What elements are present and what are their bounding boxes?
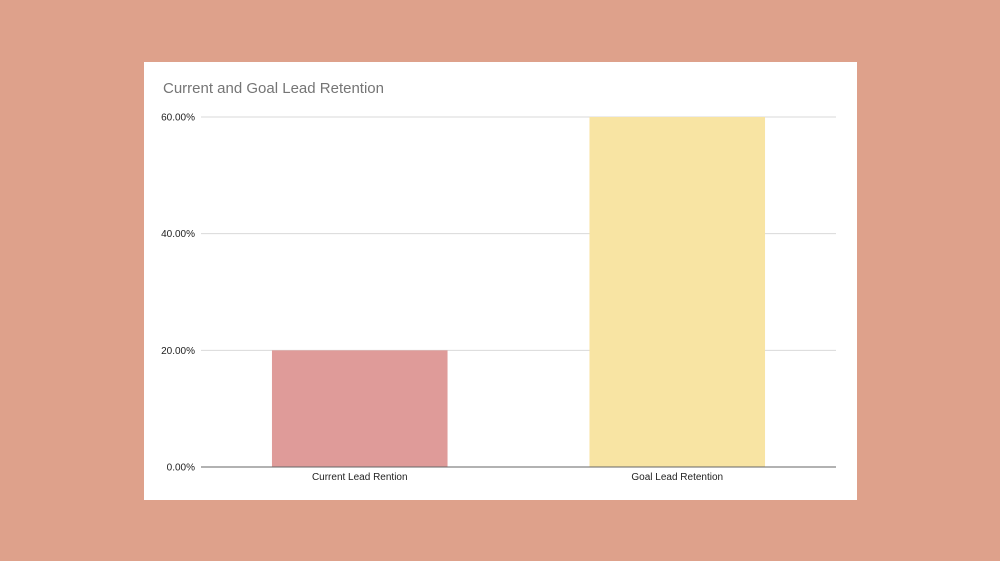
y-tick-label: 0.00% [167,463,195,474]
bar [589,117,766,467]
bar [271,350,448,467]
x-tick-label: Goal Lead Retention [631,472,723,483]
chart-title: Current and Goal Lead Retention [163,80,384,97]
y-tick-label: 40.00% [161,229,195,240]
y-tick-label: 60.00% [161,113,195,124]
axes: 0.00% 20.00% 40.00% 60.00% Current Lead Rent… [161,113,836,483]
chart-card: Current and Goal Lead Retention 0.00% 20.… [144,62,857,500]
x-tick-label: Current Lead Rention [312,472,408,483]
y-tick-label: 20.00% [161,346,195,357]
bars [271,117,766,467]
bar-chart: 0.00% 20.00% 40.00% 60.00% Current Lead Rent… [161,113,836,483]
